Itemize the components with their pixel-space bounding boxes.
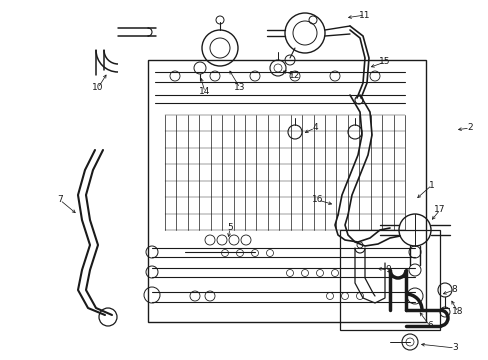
Text: 10: 10: [92, 84, 103, 93]
Text: 5: 5: [226, 224, 232, 233]
Text: 6: 6: [426, 321, 432, 330]
Bar: [339, 230, 439, 330]
Text: 17: 17: [433, 206, 445, 215]
Text: 16: 16: [312, 195, 323, 204]
Text: 15: 15: [379, 58, 390, 67]
Text: 13: 13: [234, 84, 245, 93]
Text: 1: 1: [428, 180, 434, 189]
Text: 12: 12: [289, 71, 300, 80]
Text: 4: 4: [311, 123, 317, 132]
Text: 2: 2: [466, 123, 472, 132]
Text: 9: 9: [385, 266, 390, 274]
Text: 3: 3: [451, 343, 457, 352]
Bar: [148, 60, 425, 322]
Text: 7: 7: [57, 195, 63, 204]
Text: 11: 11: [359, 10, 370, 19]
Text: 8: 8: [450, 285, 456, 294]
Text: 14: 14: [199, 87, 210, 96]
Text: 18: 18: [451, 307, 463, 316]
